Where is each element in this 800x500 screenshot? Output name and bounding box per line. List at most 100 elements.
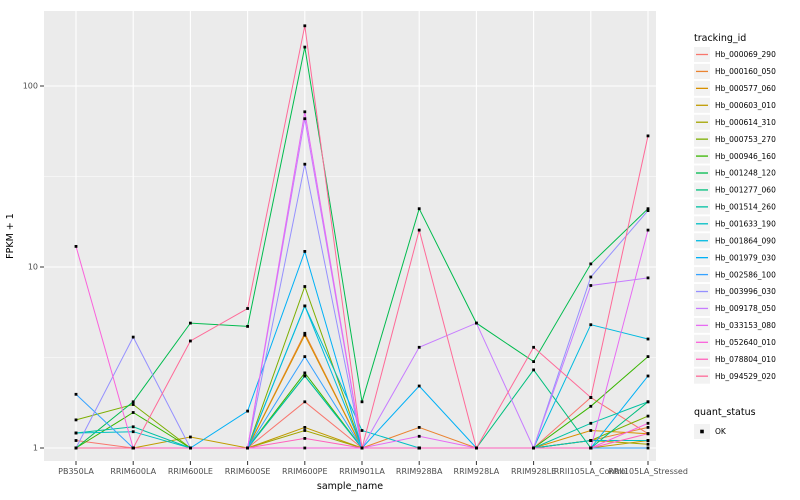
legend-label: Hb_001514_260 [715, 203, 776, 212]
data-point [303, 355, 307, 358]
data-point [646, 134, 650, 138]
data-point [589, 439, 593, 442]
data-point [417, 207, 421, 211]
data-point [646, 432, 650, 436]
x-tick-label-RRIM600LE: RRIM600LE [168, 467, 213, 476]
ok-marker-icon [700, 429, 704, 434]
legend-item-Hb_033153_080: Hb_033153_080 [694, 317, 776, 333]
legend-label: Hb_001979_030 [715, 253, 776, 262]
data-point [303, 45, 307, 49]
data-point [417, 228, 421, 232]
x-tick-label-RRIM928LA: RRIM928LA [454, 467, 500, 476]
legend-label: Hb_000069_290 [715, 50, 776, 59]
data-point [532, 446, 535, 450]
data-point [303, 285, 307, 288]
data-point [360, 400, 364, 404]
data-point [303, 371, 307, 375]
data-point [246, 409, 249, 413]
data-point [131, 425, 135, 429]
data-point [360, 429, 364, 432]
x-tick-label-RRIM901LA: RRIM901LA [339, 467, 385, 476]
data-point [646, 374, 650, 378]
data-point [417, 345, 421, 349]
data-point [589, 421, 593, 425]
tick-labels: 1 10 100 PB350LA RRIM600LA RRIM600LE RRIM600SE… [23, 82, 688, 477]
legend-label: Hb_000753_270 [715, 135, 776, 144]
data-point [303, 400, 307, 404]
data-point [303, 374, 307, 378]
data-point [131, 403, 135, 406]
axis-ticks [40, 85, 649, 465]
data-point [417, 426, 421, 429]
data-point [303, 437, 307, 440]
data-point [189, 435, 192, 439]
data-point [246, 325, 249, 328]
data-point [246, 307, 249, 310]
legend-title: tracking_id [694, 33, 746, 44]
y-tick-label: 1 [33, 444, 38, 453]
plot-panel [44, 11, 656, 461]
legend-item-Hb_078804_010: Hb_078804_010 [694, 351, 776, 367]
data-point [303, 24, 307, 28]
legend-item-Hb_003996_030: Hb_003996_030 [694, 284, 776, 300]
legend-tracking-id: tracking_id Hb_000069_290 Hb_000160_050 Hb_… [694, 33, 776, 384]
data-point [589, 429, 593, 432]
data-point [646, 400, 650, 404]
data-point [303, 426, 307, 429]
legend-item-Hb_009178_050: Hb_009178_050 [694, 300, 776, 316]
data-point [589, 446, 593, 450]
data-point [646, 426, 650, 429]
legend-item-Hb_052640_010: Hb_052640_010 [694, 334, 776, 350]
data-point [589, 284, 593, 287]
x-tick-label-RRIM928BA: RRIM928BA [396, 467, 443, 476]
data-point [589, 275, 593, 279]
x-axis-title: sample_name [317, 481, 383, 492]
data-point [303, 331, 307, 335]
data-point [74, 431, 78, 435]
data-point [417, 446, 421, 450]
legend-label: Hb_033153_080 [715, 321, 776, 330]
legend-label: Hb_001633_190 [715, 220, 776, 229]
x-tick-label-RRIM600LA: RRIM600LA [110, 467, 156, 476]
data-point [131, 430, 135, 434]
data-point [74, 245, 78, 248]
legend-label: Hb_009178_050 [715, 304, 776, 313]
legend-label: Hb_001277_060 [715, 186, 776, 195]
legend-label: Hb_001864_090 [715, 236, 776, 245]
data-point [532, 360, 535, 363]
legend-label: Hb_000577_060 [715, 84, 776, 93]
data-point [303, 446, 307, 450]
data-point [646, 207, 650, 211]
data-point [475, 446, 478, 450]
legend-label: Hb_000603_010 [715, 101, 776, 110]
data-point [646, 442, 650, 446]
legend-item-Hb_001633_190: Hb_001633_190 [694, 216, 776, 232]
legend-item-Hb_001248_120: Hb_001248_120 [694, 165, 776, 181]
x-tick-label-RRIM600PE: RRIM600PE [282, 467, 328, 476]
quant-legend-label: OK [715, 427, 727, 436]
legend-item-Hb_000614_310: Hb_000614_310 [694, 114, 776, 130]
legend-item-Hb_000753_270: Hb_000753_270 [694, 131, 776, 147]
data-point [303, 429, 307, 432]
legend-item-Hb_000160_050: Hb_000160_050 [694, 63, 776, 79]
data-point [532, 368, 535, 372]
data-point [589, 323, 593, 327]
data-point [131, 400, 135, 404]
data-point [189, 321, 192, 325]
data-points [74, 24, 650, 450]
data-point [74, 439, 78, 442]
data-point [303, 162, 307, 166]
legend-item-Hb_000069_290: Hb_000069_290 [694, 47, 776, 62]
x-tick-label-PB350LA: PB350LA [58, 467, 94, 476]
data-point [74, 418, 78, 422]
data-point [646, 439, 650, 442]
legend-item-Hb_094529_020: Hb_094529_020 [694, 368, 776, 384]
y-tick-label: 100 [23, 82, 38, 91]
data-point [303, 117, 307, 121]
x-tick-label-RRIM928LE: RRIM928LE [511, 467, 556, 476]
data-point [360, 446, 364, 450]
data-point [646, 209, 650, 212]
data-point [589, 396, 593, 399]
